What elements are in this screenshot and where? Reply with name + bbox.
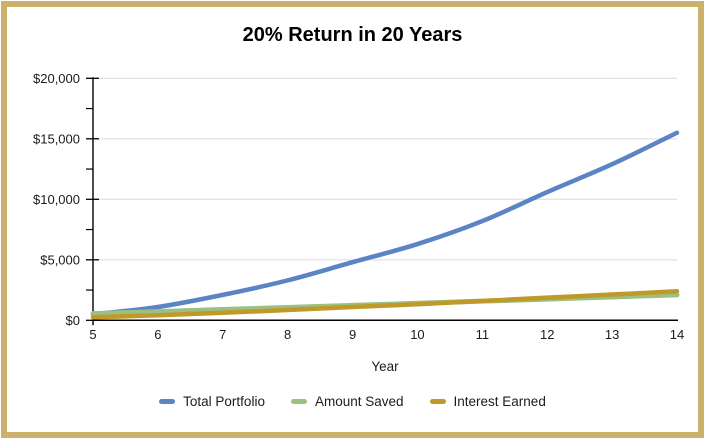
- legend-item-interest-earned: Interest Earned: [429, 394, 546, 409]
- x-tick-label: 12: [540, 327, 554, 342]
- x-tick-label: 13: [605, 327, 619, 342]
- series-line-total-portfolio: [90, 130, 680, 317]
- x-axis-title: Year: [371, 359, 399, 374]
- x-tick-label: 9: [349, 327, 356, 342]
- legend-swatch-icon: [429, 399, 446, 404]
- series-line-interest-earned: [90, 289, 680, 320]
- legend-label: Total Portfolio: [183, 394, 265, 409]
- x-tick-label: 8: [284, 327, 291, 342]
- x-tick-label: 14: [670, 327, 684, 342]
- legend-swatch-icon: [290, 399, 307, 404]
- chart-legend: Total Portfolio Amount Saved Interest Earn…: [0, 394, 705, 409]
- y-tick-label: $0: [66, 313, 80, 328]
- legend-item-total-portfolio: Total Portfolio: [159, 394, 265, 409]
- legend-label: Amount Saved: [314, 394, 404, 409]
- legend-item-amount-saved: Amount Saved: [290, 394, 404, 409]
- y-tick-label: $10,000: [33, 192, 80, 207]
- x-tick-label: 5: [89, 327, 96, 342]
- x-tick-label: 10: [410, 327, 424, 342]
- x-tick-label: 11: [476, 327, 490, 342]
- y-tick-label: $15,000: [33, 131, 80, 146]
- legend-label: Interest Earned: [453, 394, 546, 409]
- y-tick-label: $20,000: [33, 71, 80, 86]
- chart-title: 20% Return in 20 Years: [242, 24, 463, 46]
- legend-swatch-icon: [159, 399, 176, 404]
- x-tick-label: 6: [154, 327, 161, 342]
- x-tick-label: 7: [219, 327, 226, 342]
- y-tick-label: $5,000: [40, 252, 80, 267]
